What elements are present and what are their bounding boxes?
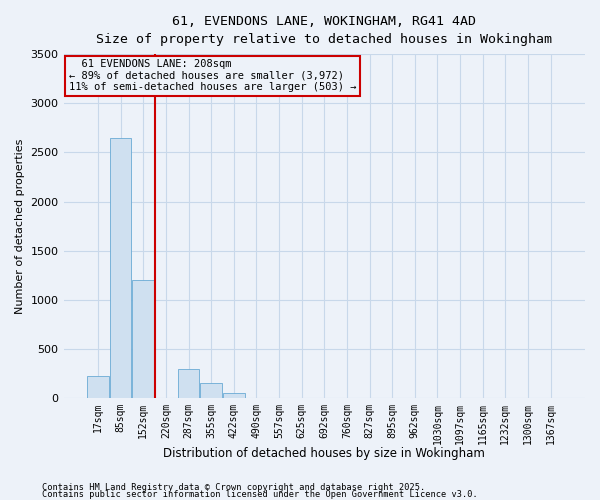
Bar [200,384,222,398]
Title: 61, EVENDONS LANE, WOKINGHAM, RG41 4AD
Size of property relative to detached hou: 61, EVENDONS LANE, WOKINGHAM, RG41 4AD S… [96,15,552,46]
Bar [133,280,154,398]
Text: Contains HM Land Registry data © Crown copyright and database right 2025.: Contains HM Land Registry data © Crown c… [42,484,425,492]
X-axis label: Distribution of detached houses by size in Wokingham: Distribution of detached houses by size … [163,447,485,460]
Bar [110,138,131,398]
Y-axis label: Number of detached properties: Number of detached properties [15,138,25,314]
Bar [178,368,199,398]
Text: Contains public sector information licensed under the Open Government Licence v3: Contains public sector information licen… [42,490,478,499]
Bar [87,376,109,398]
Bar [223,394,245,398]
Text: 61 EVENDONS LANE: 208sqm
← 89% of detached houses are smaller (3,972)
11% of sem: 61 EVENDONS LANE: 208sqm ← 89% of detach… [69,60,356,92]
